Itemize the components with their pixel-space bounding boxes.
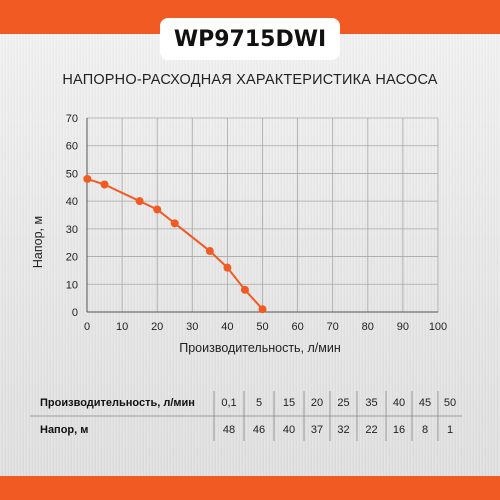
table-cell-flow: 20 — [311, 397, 323, 409]
data-point — [100, 180, 109, 189]
series — [83, 174, 267, 314]
x-tick-label: 30 — [186, 321, 198, 333]
table-cell-head: 22 — [365, 424, 377, 436]
grid — [86, 117, 439, 313]
x-axis-label: Производительность, л/мин — [179, 341, 341, 355]
y-tick-label: 60 — [66, 141, 78, 153]
data-point — [153, 205, 162, 214]
data-point — [83, 174, 92, 183]
x-tick-label: 80 — [362, 321, 374, 333]
table-cells: 0,1 48 5 46 15 40 20 37 25 32 35 22 40 16 45 8 50 1 — [213, 391, 456, 441]
data-point — [223, 263, 232, 272]
x-tick-label: 10 — [116, 321, 128, 333]
data-point — [135, 197, 144, 206]
table-cell-flow: 0,1 — [221, 397, 236, 409]
table-cell-head: 32 — [337, 424, 349, 436]
data-point — [205, 247, 214, 256]
x-tick-label: 100 — [429, 321, 447, 333]
table-cell-head: 37 — [311, 424, 323, 436]
x-tick-label: 70 — [327, 321, 339, 333]
table-cell-head: 1 — [447, 424, 453, 436]
x-tick-label: 90 — [397, 321, 409, 333]
y-tick-label: 10 — [66, 279, 78, 291]
table-cell-head: 46 — [253, 424, 265, 436]
model-title: WP9715DWI — [160, 18, 340, 60]
y-tick-label: 30 — [66, 224, 78, 236]
table-cell-flow: 35 — [365, 397, 377, 409]
y-tick-label: 0 — [72, 307, 78, 319]
x-tick-label: 60 — [291, 321, 303, 333]
table-cell-flow: 5 — [256, 397, 262, 409]
data-point — [170, 219, 179, 228]
data-point — [258, 305, 267, 314]
table-cell-flow: 40 — [393, 397, 405, 409]
y-tick-label: 20 — [66, 252, 78, 264]
x-tick-label: 40 — [221, 321, 233, 333]
table-cell-head: 8 — [422, 424, 428, 436]
table-row-head-label: Напор, м — [40, 424, 88, 436]
table-cell-flow: 45 — [419, 397, 431, 409]
y-tick-labels: 0 10 20 30 40 50 60 70 — [66, 113, 78, 319]
y-axis-label: Напор, м — [31, 216, 45, 268]
x-tick-labels: 0 10 20 30 40 50 60 70 80 90 100 — [84, 321, 447, 333]
table-row-flow-label: Производительность, л/мин — [40, 397, 195, 409]
head-flow-chart: 0 10 20 30 40 50 60 70 80 90 100 0 10 20 30 40 50 60 70 П… — [30, 113, 462, 441]
data-point — [240, 285, 249, 294]
table-cell-head: 40 — [283, 424, 295, 436]
table-cell-flow: 25 — [337, 397, 349, 409]
y-tick-label: 70 — [66, 113, 78, 125]
x-tick-label: 20 — [151, 321, 163, 333]
table-cell-head: 48 — [223, 424, 235, 436]
x-tick-label: 50 — [256, 321, 268, 333]
footer-band — [0, 476, 500, 500]
x-tick-label: 0 — [84, 321, 90, 333]
table-cell-head: 16 — [393, 424, 405, 436]
data-table: Производительность, л/мин Напор, м 0,1 48… — [30, 391, 462, 441]
table-cell-flow: 50 — [444, 397, 456, 409]
chart-title: НАПОРНО-РАСХОДНАЯ ХАРАКТЕРИСТИКА НАСОСА — [62, 72, 438, 88]
table-cell-flow: 15 — [283, 397, 295, 409]
series-line — [87, 178, 264, 310]
y-tick-label: 40 — [66, 196, 78, 208]
y-tick-label: 50 — [66, 168, 78, 180]
